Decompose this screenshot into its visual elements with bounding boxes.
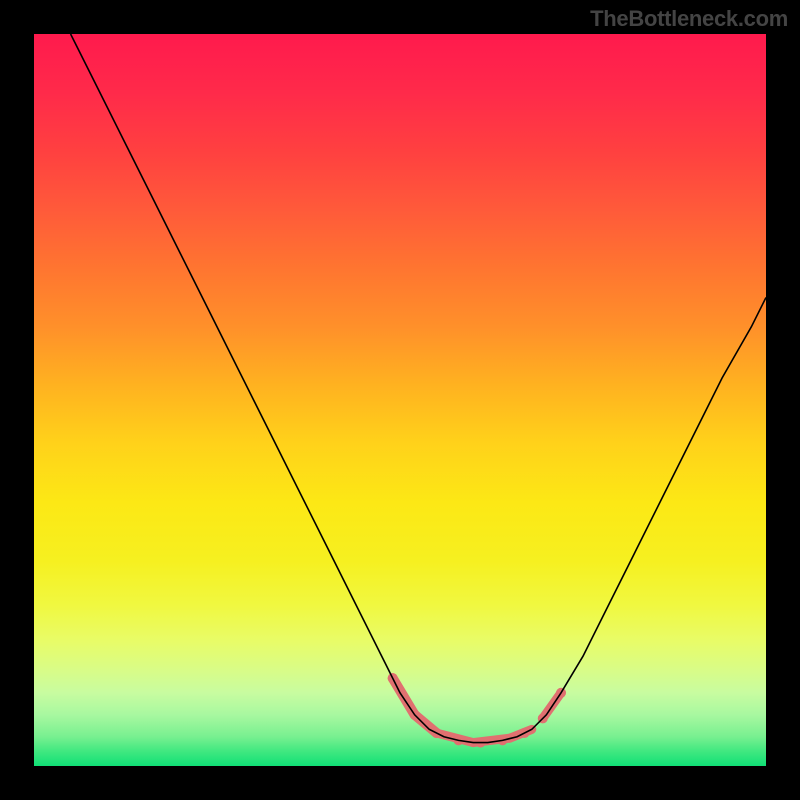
bottleneck-curve xyxy=(71,34,766,743)
plot-area xyxy=(34,34,766,766)
watermark-text: TheBottleneck.com xyxy=(590,6,788,32)
plot-svg xyxy=(34,34,766,766)
curve-highlight xyxy=(388,673,566,747)
